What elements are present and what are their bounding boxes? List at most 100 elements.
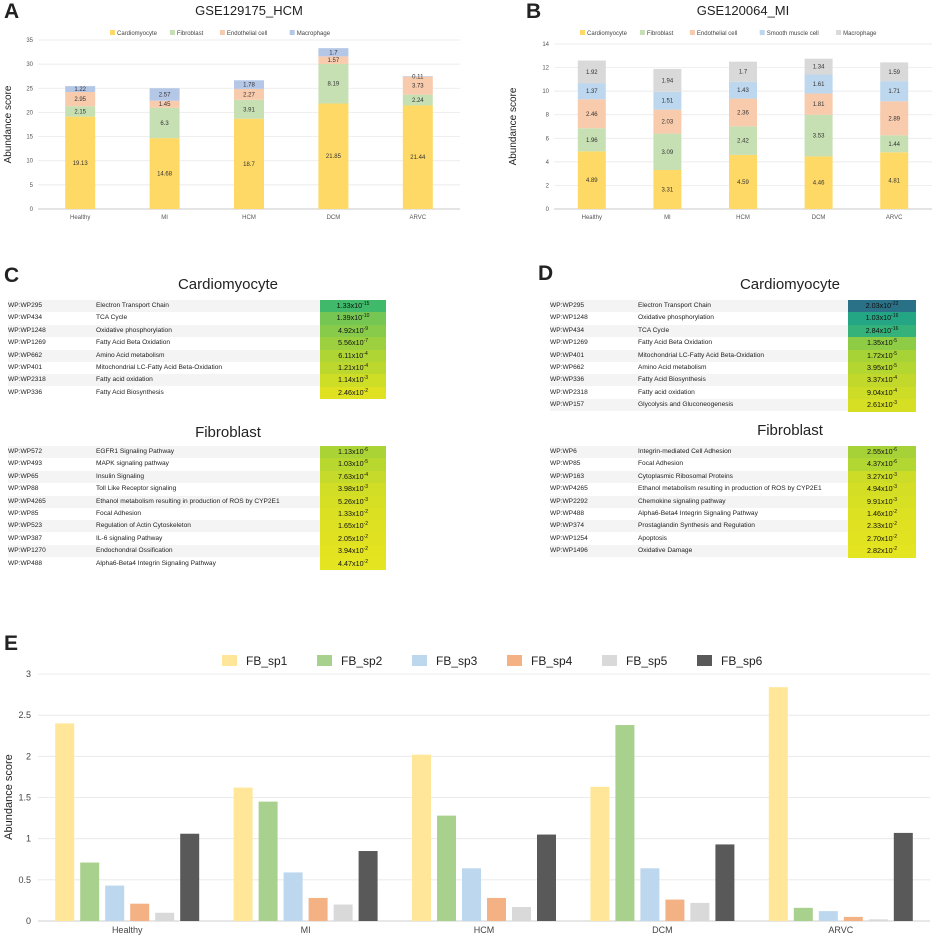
table-row: WP:WP434 TCA Cycle 2.84x10-16 [550,324,916,338]
bar-hcm-0 [234,118,264,209]
data-label-healthy-0: 4.89 [586,178,598,184]
bar-mi-fb_sp6 [358,851,378,921]
legend-label-1: Fibroblast [177,31,204,37]
legend-label-5: FB_sp6 [721,654,763,668]
row-stripe [550,312,848,325]
pathway-id: WP:WP374 [550,522,585,530]
x-tick-label-1: MI [161,215,168,221]
table-row: WP:WP4265 Ethanol metabolism resulting in… [550,483,916,496]
pathway-id: WP:WP2318 [8,376,46,384]
p-value-mantissa: 2.33x10 [866,521,893,531]
pathway-name: Fatty acid oxidation [96,376,153,384]
bar-healthy-3 [577,83,606,100]
panel-letter-d: D [538,262,554,285]
p-value-cell: 1.33x10-15 [320,300,386,313]
p-value-mantissa: 1.03x10 [337,459,364,469]
row-stripe [8,386,320,399]
p-value-cell: 1.13x10-6 [320,446,386,459]
y-tick-label-2: 4 [546,160,550,166]
table-title-d-fibroblast: Fibroblast [757,422,823,439]
legend-label-0: FB_sp1 [246,654,288,668]
legend-swatch-2 [412,655,427,666]
bar-dcm-fb_sp1 [590,786,610,921]
bar-dcm-0 [318,103,349,209]
pathway-name: Fatty acid oxidation [638,388,695,396]
data-label-mi-0: 3.31 [662,187,674,193]
table-row: WP:WP1269 Fatty Acid Beta Oxidation 1.35x1… [550,337,916,350]
bar-dcm-fb_sp3 [640,868,660,921]
table-row: WP:WP523 Regulation of Actin Cytoskeleton… [8,520,386,533]
p-value-mantissa: 7.63x10 [337,471,364,481]
p-value-exponent: -4 [892,387,898,394]
row-stripe [8,545,320,558]
p-value-exponent: -4 [363,471,369,478]
p-value-cell: 2.61x10-3 [848,399,916,412]
y-tick-label-1: 5 [30,183,34,189]
bar-arvc-1 [880,135,909,153]
data-label-dcm-3: 1.61 [813,82,825,88]
table-row: WP:WP65 Insulin Signaling 7.63x10-4 [8,470,386,484]
bar-hcm-3 [729,81,757,99]
bar-arvc-fb_sp1 [768,687,788,921]
pathway-id: WP:WP1248 [8,326,46,334]
legend-swatch-3 [507,655,522,666]
p-value-cell: 4.94x10-3 [848,483,916,496]
data-label-hcm-3: 1.43 [737,88,749,94]
p-value-mantissa: 3.95x10 [866,363,893,372]
row-stripe [8,483,320,496]
row-stripe [8,520,320,533]
p-value-mantissa: 2.70x10 [866,533,893,543]
p-value-mantissa: 9.04x10 [866,387,893,397]
panel-letter-b: B [526,0,542,23]
y-tick-label-3: 15 [26,135,33,141]
table-row: WP:WP387 IL-6 signaling Pathway 2.05x10-2 [8,532,386,546]
p-value-exponent: -22 [891,301,899,307]
panel-letter-c: C [4,264,20,287]
table-title-d-cardiomyocyte: Cardiomyocyte [739,276,841,293]
row-stripe [550,458,848,471]
p-value-mantissa: 4.47x10 [337,558,364,568]
p-value-cell: 1.39x10-10 [320,312,386,325]
data-label-arvc-0: 21.44 [410,155,426,161]
p-value-cell: 4.47x10-2 [320,557,386,570]
data-label-arvc-1: 1.44 [888,142,900,148]
pathway-name: Endochondral Ossification [96,547,173,555]
y-tick-label-5: 10 [542,89,549,95]
p-value-cell: 1.14x10-3 [320,374,386,387]
pathway-id: WP:WP6 [550,448,577,455]
table-row: WP:WP488 Alpha6-Beta4 Integrin Signaling … [550,508,916,521]
x-tick-label-2: HCM [474,925,495,935]
pathway-id: WP:WP336 [8,388,43,396]
legend-swatch-0 [110,30,115,35]
x-tick-label-4: ARVC [828,925,853,935]
p-value-exponent: -16 [891,313,899,320]
data-label-dcm-2: 1.81 [813,102,825,108]
pathway-name: Apoptosis [638,534,667,542]
pathway-name: Ethanol metabolism resulting in producti… [96,497,280,505]
y-tick-label-1: 0.5 [18,875,31,885]
pathway-name: Focal Adhesion [96,510,142,517]
row-stripe [550,399,848,412]
data-label-mi-1: 6.3 [160,121,169,127]
p-value-exponent: -5 [892,363,898,369]
p-value-exponent: -2 [363,387,369,394]
y-axis-title: Abundance score [508,87,519,165]
pathway-id: WP:WP65 [8,472,39,480]
data-label-mi-4: 1.94 [662,78,674,84]
data-label-dcm-4: 1.34 [813,65,825,71]
p-value-cell: 5.26x10-3 [320,495,386,508]
p-value-cell: 1.46x10-2 [848,508,916,521]
x-tick-label-0: Healthy [112,925,143,935]
bar-dcm-1 [804,114,833,157]
table-row: WP:WP2318 Fatty acid oxidation 1.14x10-3 [8,374,386,387]
p-value-exponent: -2 [892,546,898,553]
p-value-exponent: -16 [891,325,899,332]
legend-swatch-0 [222,655,237,666]
legend-swatch-2 [689,30,695,35]
table-row: WP:WP662 Amino Acid metabolism 6.11x10-4 [8,349,386,362]
row-stripe [8,508,320,520]
row-stripe [550,520,848,533]
table-row: WP:WP572 EGFR1 Signaling Pathway 1.13x10-6 [8,446,386,459]
p-value-mantissa: 1.03x10 [865,313,892,323]
bar-mi-1 [149,107,180,139]
